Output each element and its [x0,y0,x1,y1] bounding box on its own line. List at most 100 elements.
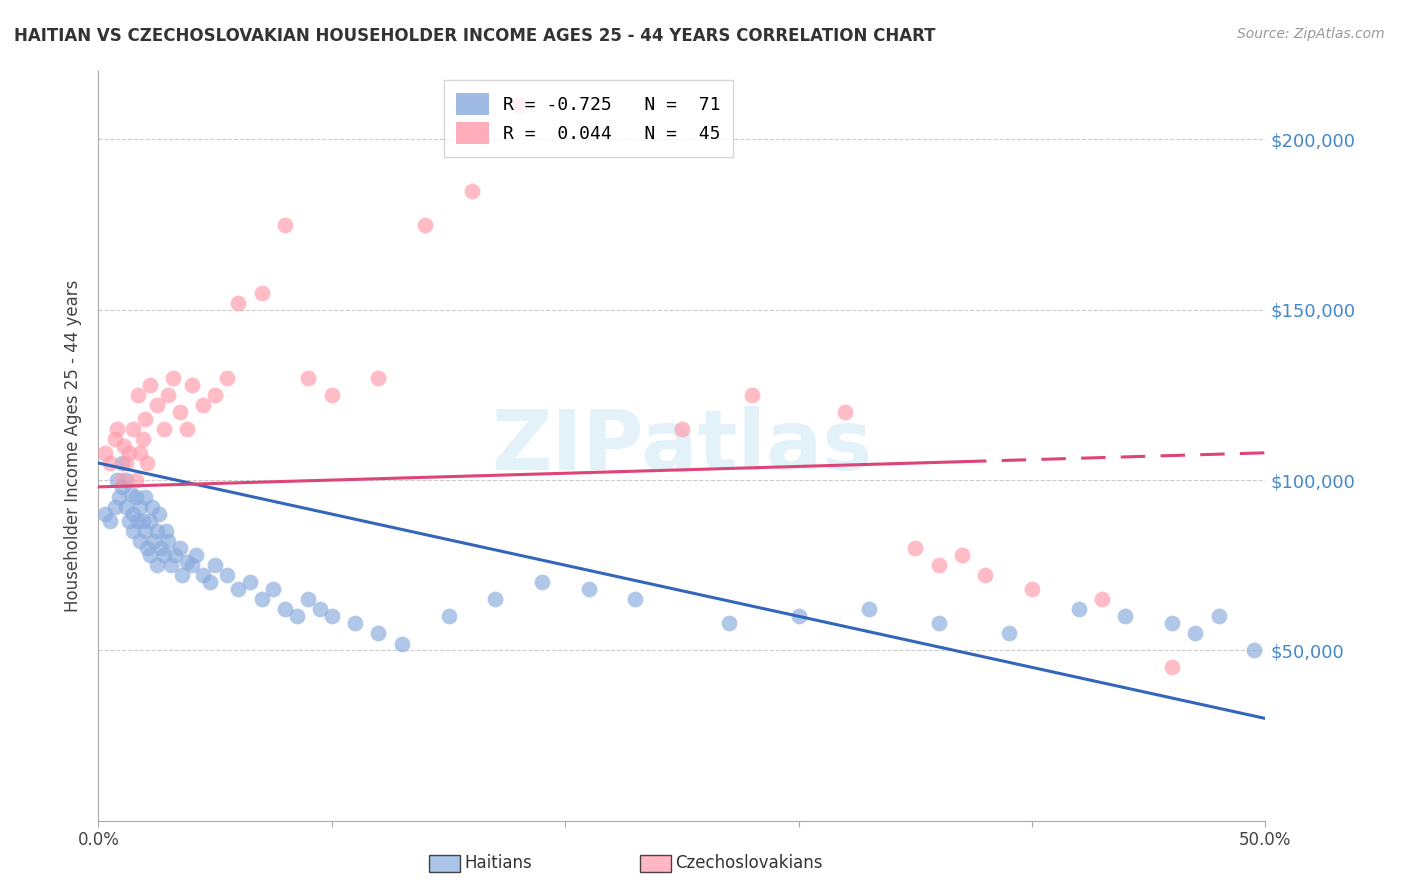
Text: Czechoslovakians: Czechoslovakians [675,855,823,872]
Point [787,609,810,624]
Point [129,446,152,460]
Point [150,541,173,556]
Point [344,616,367,631]
Point [228,296,250,310]
Point [262,582,284,596]
Point [122,507,145,521]
Legend: R = -0.725   N =  71, R =  0.044   N =  45: R = -0.725 N = 71, R = 0.044 N = 45 [444,80,734,157]
Point [413,218,436,232]
Point [321,388,343,402]
Point [134,411,156,425]
Point [1021,582,1043,596]
Point [115,456,138,470]
Text: HAITIAN VS CZECHOSLOVAKIAN HOUSEHOLDER INCOME AGES 25 - 44 YEARS CORRELATION CHA: HAITIAN VS CZECHOSLOVAKIAN HOUSEHOLDER I… [14,27,935,45]
Point [98,514,121,528]
Point [741,388,763,402]
Point [159,558,181,573]
Y-axis label: Householder Income Ages 25 - 44 years: Householder Income Ages 25 - 44 years [65,280,83,612]
Point [134,490,156,504]
Point [162,371,184,385]
Point [904,541,927,556]
Point [132,432,155,446]
Point [367,371,389,385]
Point [928,558,950,573]
Point [139,377,162,392]
Point [165,548,187,562]
Point [111,480,134,494]
Point [1243,643,1265,657]
Point [950,548,973,562]
Point [530,575,553,590]
Point [180,377,202,392]
Point [146,524,169,538]
Point [624,592,647,607]
Point [125,490,148,504]
Point [274,218,297,232]
Point [169,405,191,419]
Point [274,602,297,616]
Point [1091,592,1114,607]
Point [1208,609,1230,624]
Point [200,575,222,590]
Point [125,473,148,487]
Point [169,541,191,556]
Point [111,473,134,487]
Point [717,616,740,631]
Point [321,609,343,624]
Text: Source: ZipAtlas.com: Source: ZipAtlas.com [1237,27,1385,41]
Point [578,582,600,596]
Point [127,388,149,402]
Point [508,98,530,112]
Point [105,422,128,436]
Point [98,456,121,470]
Point [127,514,149,528]
Point [297,592,319,607]
Point [297,371,319,385]
Point [148,507,170,521]
Point [391,636,413,650]
Point [974,568,997,582]
Point [146,558,169,573]
Point [120,486,142,500]
Point [193,398,215,412]
Point [104,432,127,446]
Point [104,500,127,515]
Point [132,514,155,528]
Point [250,592,273,607]
Point [215,568,238,582]
Point [1184,626,1206,640]
Point [1161,660,1184,674]
Point [176,422,198,436]
Point [215,371,238,385]
Point [172,568,194,582]
Point [94,507,117,521]
Point [367,626,389,640]
Point [134,524,156,538]
Text: Haitians: Haitians [464,855,531,872]
Point [858,602,880,616]
Point [671,422,693,436]
Point [94,446,117,460]
Point [108,490,131,504]
Point [143,534,166,549]
Point [139,548,162,562]
Point [1067,602,1090,616]
Point [155,524,177,538]
Point [122,524,145,538]
Point [228,582,250,596]
Point [1114,609,1136,624]
Point [997,626,1019,640]
Point [118,514,141,528]
Point [157,388,180,402]
Point [193,568,215,582]
Point [186,548,208,562]
Point [122,422,145,436]
Point [437,609,460,624]
Point [118,446,141,460]
Point [176,555,198,569]
Point [204,558,226,573]
Point [111,456,134,470]
Point [115,500,138,515]
Point [129,500,152,515]
Point [180,558,202,573]
